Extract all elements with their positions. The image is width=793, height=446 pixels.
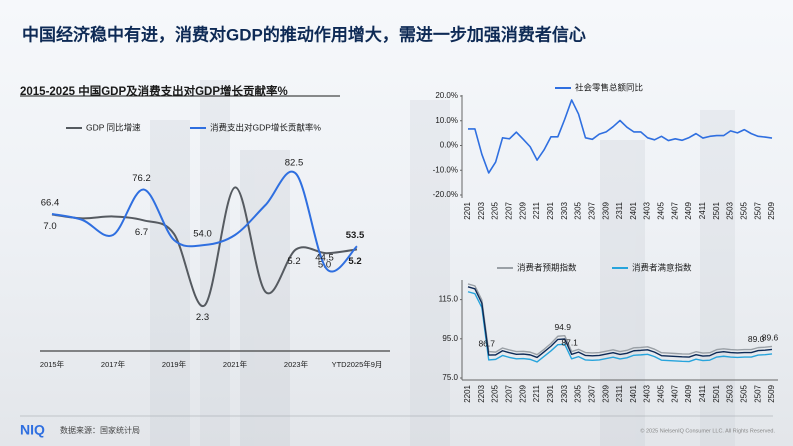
legend-label: 消费者预期指数: [517, 262, 577, 272]
x-tick-label: 2505: [739, 201, 748, 219]
x-tick-label: YTD2025年9月: [332, 359, 383, 369]
x-tick-label: 2405: [657, 384, 666, 402]
data-label: 44.5: [315, 252, 334, 263]
x-tick-label: 2205: [491, 384, 500, 402]
x-tick-label: 2505: [739, 384, 748, 402]
x-tick-label: 2207: [505, 384, 514, 402]
line-series: [468, 99, 773, 174]
x-tick-label: 2209: [518, 201, 527, 219]
x-tick-label: 2209: [518, 384, 527, 402]
x-tick-label: 2201: [463, 384, 472, 402]
x-tick-label: 2407: [670, 384, 679, 402]
data-label: 89.6: [762, 333, 779, 343]
x-tick-label: 2509: [767, 384, 776, 402]
logo: NIQ: [20, 422, 45, 438]
x-tick-label: 2203: [477, 201, 486, 219]
x-tick-label: 2507: [753, 201, 762, 219]
x-tick-label: 2205: [491, 201, 500, 219]
y-tick-label: 10.0%: [435, 116, 458, 125]
x-tick-label: 2305: [574, 201, 583, 219]
y-tick-label: 75.0: [442, 373, 458, 382]
x-tick-label: 2409: [684, 201, 693, 219]
data-label: 2.3: [196, 312, 209, 323]
x-tick-label: 2409: [684, 384, 693, 402]
x-tick-label: 2411: [698, 201, 707, 219]
data-label: 94.9: [554, 322, 571, 332]
legend-label: 社会零售总额同比: [575, 82, 643, 92]
x-tick-label: 2403: [643, 201, 652, 219]
data-label: 82.5: [285, 157, 304, 168]
data-label: 87.1: [561, 338, 578, 348]
chart-title: 2015-2025 中国GDP及消费支出对GDP增长贡献率%: [20, 84, 288, 98]
line-series: [51, 170, 358, 273]
x-tick-label: 2401: [629, 201, 638, 219]
copyright: © 2025 NielsenIQ Consumer LLC. All Right…: [640, 427, 775, 434]
legend-label: 消费支出对GDP增长贡献率%: [210, 122, 321, 132]
legend-label: 消费者满意指数: [632, 262, 692, 272]
data-label: 76.2: [132, 173, 151, 184]
x-tick-label: 2203: [477, 384, 486, 402]
x-tick-label: 2309: [601, 201, 610, 219]
x-tick-label: 2301: [546, 384, 555, 402]
x-tick-label: 2019年: [162, 359, 187, 369]
x-tick-label: 2405: [657, 201, 666, 219]
x-tick-label: 2015年: [40, 359, 65, 369]
line-series: [467, 286, 773, 359]
x-tick-label: 2411: [698, 384, 707, 402]
x-tick-label: 2509: [767, 201, 776, 219]
legend-label: GDP 同比增速: [86, 122, 141, 132]
x-tick-label: 2211: [532, 384, 541, 402]
x-tick-label: 2305: [574, 384, 583, 402]
data-label: 7.0: [43, 221, 56, 232]
x-tick-label: 2301: [546, 201, 555, 219]
data-label: 5.2: [287, 256, 300, 267]
x-tick-label: 2503: [726, 201, 735, 219]
x-tick-label: 2311: [615, 384, 624, 402]
x-tick-label: 2307: [587, 384, 596, 402]
x-tick-label: 2303: [560, 384, 569, 402]
x-tick-label: 2017年: [101, 359, 126, 369]
data-label: 5.2: [348, 256, 361, 267]
x-tick-label: 2207: [505, 201, 514, 219]
x-tick-label: 2501: [712, 384, 721, 402]
x-tick-label: 2309: [601, 384, 610, 402]
data-label: 86.7: [478, 338, 495, 348]
y-tick-label: 115.0: [439, 295, 459, 304]
line-series: [51, 186, 358, 307]
data-label: 6.7: [135, 227, 148, 238]
y-tick-label: 20.0%: [435, 91, 458, 100]
x-tick-label: 2201: [463, 201, 472, 219]
y-tick-label: -20.0%: [433, 190, 458, 199]
x-tick-label: 2211: [532, 201, 541, 219]
x-tick-label: 2503: [726, 384, 735, 402]
x-tick-label: 2023年: [284, 359, 309, 369]
data-label: 89.0: [748, 334, 765, 344]
x-tick-label: 2507: [753, 384, 762, 402]
y-tick-label: 0.0%: [440, 141, 458, 150]
line-series: [467, 291, 773, 363]
x-tick-label: 2307: [587, 201, 596, 219]
city-backdrop: [150, 80, 735, 446]
x-tick-label: 2407: [670, 201, 679, 219]
y-tick-label: -10.0%: [433, 165, 458, 174]
x-tick-label: 2021年: [223, 359, 248, 369]
x-tick-label: 2303: [560, 201, 569, 219]
x-tick-label: 2401: [629, 384, 638, 402]
slide-title: 中国经济稳中有进，消费对GDP的推动作用增大，需进一步加强消费者信心: [22, 24, 586, 44]
y-tick-label: 95.0: [442, 334, 458, 343]
line-series: [467, 283, 773, 356]
data-label: 54.0: [193, 229, 212, 240]
data-label: 53.5: [346, 230, 365, 241]
x-tick-label: 2311: [615, 201, 624, 219]
source: 数据来源：国家统计局: [60, 425, 140, 435]
data-label: 66.4: [41, 198, 60, 209]
x-tick-label: 2403: [643, 384, 652, 402]
x-tick-label: 2501: [712, 201, 721, 219]
